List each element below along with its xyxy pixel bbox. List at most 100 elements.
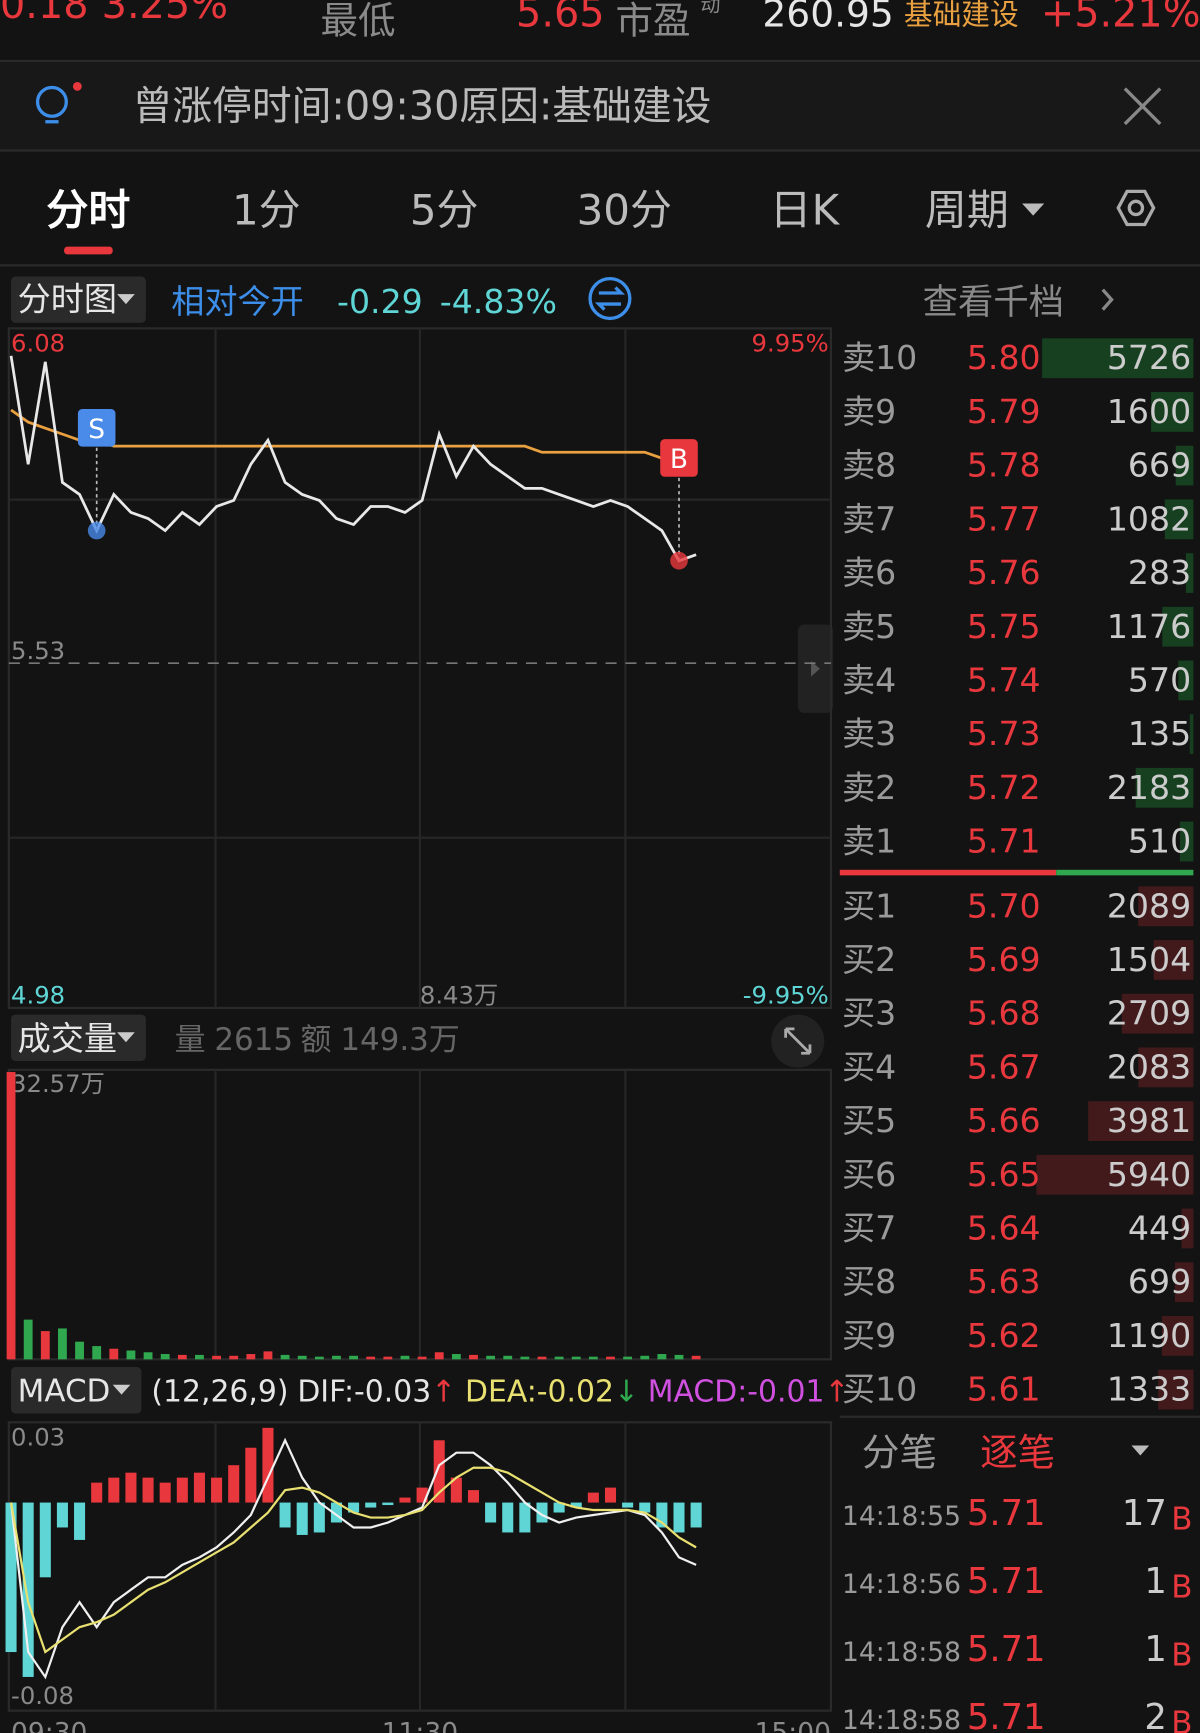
trade-time: 14:18:58 xyxy=(842,1637,961,1668)
dropdown-arrow xyxy=(117,1032,135,1043)
tab-dropdown[interactable] xyxy=(1022,203,1045,216)
macd-bar xyxy=(587,1492,599,1503)
marker-box xyxy=(660,439,698,477)
macd-legend-macd-arrow: ↑ xyxy=(824,1374,849,1409)
level-volume: 2183 xyxy=(1107,768,1191,807)
level-volume: 283 xyxy=(1128,553,1191,592)
tab[interactable]: 30分 xyxy=(577,186,672,235)
header-pe-sup: 动 xyxy=(701,0,721,16)
marker-box xyxy=(77,409,116,447)
macd-dropdown[interactable] xyxy=(11,1367,142,1414)
depth-bar xyxy=(1042,338,1194,379)
level-label: 卖10 xyxy=(842,338,917,377)
level-label: 买2 xyxy=(842,940,896,979)
notice-bar xyxy=(0,62,1200,151)
macd-bar xyxy=(91,1482,103,1503)
volume-bar xyxy=(23,1319,33,1360)
marker-label: B xyxy=(670,444,688,475)
volume-bar xyxy=(571,1356,581,1360)
y-tick-label: 0.03 xyxy=(11,1423,65,1452)
level-volume: 1333 xyxy=(1107,1370,1191,1409)
level-volume: 570 xyxy=(1128,660,1191,699)
macd-bar xyxy=(382,1502,394,1506)
depth-bar xyxy=(1121,993,1194,1034)
tab[interactable]: 5分 xyxy=(410,186,479,235)
level-price: 5.65 xyxy=(967,1155,1041,1194)
level-volume: 2089 xyxy=(1107,886,1191,925)
level-volume: 1176 xyxy=(1107,607,1191,646)
trades-tab[interactable]: 逐笔 xyxy=(980,1430,1055,1474)
trades-tab[interactable]: 分笔 xyxy=(862,1430,937,1474)
trade-volume: 2 xyxy=(1144,1697,1167,1733)
macd-bar xyxy=(604,1487,617,1503)
macd-bar xyxy=(279,1502,291,1528)
macd-bar xyxy=(622,1502,634,1508)
expand-icon xyxy=(784,1027,812,1055)
level-volume: 1082 xyxy=(1107,499,1191,538)
level-price: 5.61 xyxy=(967,1370,1041,1409)
macd-legend-macd: MACD:-0.01 xyxy=(648,1374,825,1409)
close-button[interactable] xyxy=(1123,87,1162,126)
level-price: 5.64 xyxy=(967,1209,1041,1248)
depth-link[interactable]: 查看千档 xyxy=(923,282,1064,323)
volume-bar xyxy=(657,1354,667,1360)
macd-legend-params: (12,26,9) xyxy=(151,1374,288,1409)
macd-bar xyxy=(639,1502,651,1513)
depth-chevron[interactable] xyxy=(1101,288,1114,311)
chart-mode-dropdown[interactable] xyxy=(11,276,146,323)
macd-legend: (12,26,9) DIF:-0.03↑ DEA:-0.02↓ MACD:-0.01↑ xyxy=(151,1374,849,1409)
volume-bar xyxy=(400,1355,410,1360)
bid-strength xyxy=(839,869,1057,876)
level-price: 5.69 xyxy=(967,940,1041,979)
trade-side: B xyxy=(1171,1501,1192,1537)
level-volume: 1504 xyxy=(1107,940,1191,979)
tab[interactable]: 1分 xyxy=(232,186,301,235)
volume-dropdown[interactable] xyxy=(11,1014,146,1061)
level-volume: 699 xyxy=(1128,1262,1191,1301)
depth-bar xyxy=(1185,553,1194,593)
tab[interactable]: 周期 xyxy=(925,186,1009,235)
volume-bar xyxy=(691,1355,701,1360)
level-volume: 2709 xyxy=(1107,994,1191,1033)
level-label: 买7 xyxy=(842,1209,896,1248)
macd-bar xyxy=(673,1502,685,1533)
level-label: 卖2 xyxy=(842,768,896,807)
macd-bar xyxy=(416,1487,428,1503)
level-label: 卖8 xyxy=(842,446,896,485)
volume-bar xyxy=(177,1354,187,1360)
macd-bar xyxy=(399,1497,411,1503)
y-tick-label: 6.08 xyxy=(11,329,65,358)
y-tick-label: 4.98 xyxy=(11,981,65,1010)
level-price: 5.70 xyxy=(967,886,1041,925)
macd-bar xyxy=(536,1502,548,1523)
volume-bar xyxy=(606,1356,615,1360)
macd-bar xyxy=(365,1502,377,1508)
level-volume: 510 xyxy=(1128,822,1191,861)
macd-bar xyxy=(5,1502,17,1653)
volume-bar xyxy=(92,1346,102,1360)
volume-bar xyxy=(451,1354,461,1360)
settings-button[interactable] xyxy=(1116,189,1156,227)
tab[interactable]: 分时 xyxy=(46,186,130,235)
swap-arrows xyxy=(594,286,625,311)
macd-legend-dif-arrow: ↑ xyxy=(431,1374,456,1409)
level-price: 5.78 xyxy=(967,446,1041,485)
y2-tick-label: 9.95% xyxy=(752,329,829,358)
macd-bar xyxy=(467,1490,480,1503)
trades-dropdown[interactable] xyxy=(1131,1445,1150,1456)
macd-bar xyxy=(519,1502,531,1533)
volume-bar xyxy=(126,1350,136,1360)
swap-button[interactable] xyxy=(588,276,632,321)
macd-bar xyxy=(262,1427,274,1503)
macd-bar xyxy=(176,1477,188,1503)
header-low-label: 最低 xyxy=(320,0,395,42)
header-change: 0.18 xyxy=(0,0,89,28)
x-tick-label: 15:00 xyxy=(755,1718,831,1733)
tab[interactable]: 日K xyxy=(770,186,841,235)
trade-time: 14:18:56 xyxy=(842,1569,961,1600)
header-change-pct: 3.25% xyxy=(102,0,228,28)
level-volume: 5940 xyxy=(1107,1155,1191,1194)
volume-bar xyxy=(332,1355,341,1360)
notice-text: 曾涨停时间:09:30原因:基础建设 xyxy=(133,84,712,130)
